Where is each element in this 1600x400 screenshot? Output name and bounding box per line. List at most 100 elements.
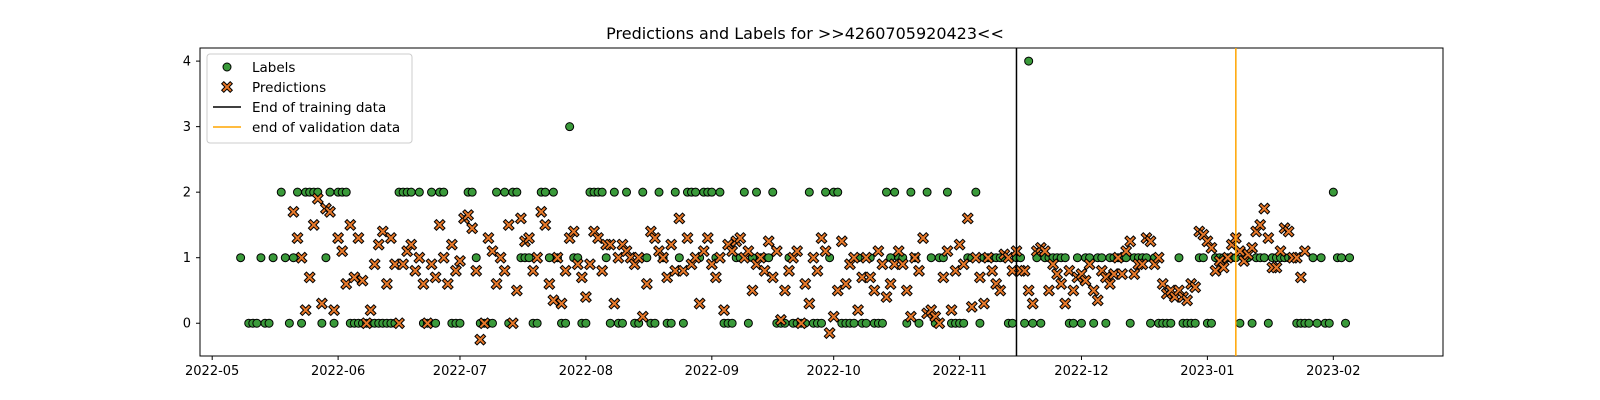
- prediction-marker-fill: [573, 259, 583, 269]
- prediction-point: [336, 245, 349, 258]
- prediction-point: [957, 258, 970, 271]
- prediction-marker-fill: [532, 253, 542, 263]
- prediction-marker-fill: [938, 272, 948, 282]
- label-point: [622, 187, 632, 197]
- prediction-marker-fill: [755, 253, 766, 263]
- prediction-marker-fill: [1113, 253, 1123, 263]
- prediction-marker-fill: [760, 266, 770, 276]
- prediction-marker-fill: [1219, 262, 1229, 273]
- label-point: [914, 318, 924, 328]
- prediction-marker-fill: [861, 253, 871, 263]
- prediction-marker-fill: [508, 318, 518, 328]
- label-point: [512, 187, 522, 197]
- prediction-point: [766, 271, 779, 284]
- prediction-marker-fill: [605, 239, 615, 250]
- prediction-point: [982, 251, 995, 264]
- x-tick-label: 2022-10: [807, 364, 861, 379]
- label-point: [1235, 318, 1245, 328]
- prediction-marker-fill: [406, 239, 416, 250]
- prediction-marker-fill: [942, 246, 953, 256]
- prediction-point: [1116, 268, 1129, 281]
- prediction-marker-fill: [670, 266, 680, 276]
- prediction-marker-fill: [820, 246, 831, 256]
- prediction-point: [575, 271, 588, 284]
- prediction-point: [852, 304, 865, 317]
- prediction-point: [470, 264, 483, 277]
- prediction-marker-fill: [443, 279, 453, 289]
- prediction-marker-fill: [1271, 262, 1282, 273]
- prediction-point: [1209, 264, 1222, 277]
- prediction-point: [1103, 277, 1116, 290]
- prediction-marker-fill: [222, 82, 232, 92]
- x-tick-label: 2022-07: [433, 364, 487, 379]
- prediction-point: [360, 317, 373, 330]
- prediction-point: [1091, 294, 1104, 307]
- prediction-marker-fill: [516, 213, 526, 223]
- prediction-point: [1181, 294, 1194, 307]
- prediction-point: [344, 218, 357, 231]
- prediction-point: [1128, 268, 1141, 281]
- prediction-marker-fill: [711, 272, 721, 282]
- prediction-point: [847, 251, 861, 264]
- prediction-point: [1152, 251, 1165, 264]
- prediction-marker-fill: [812, 266, 823, 276]
- prediction-point: [1124, 235, 1137, 248]
- prediction-marker-fill: [768, 272, 778, 282]
- label-point: [881, 187, 891, 197]
- prediction-point: [1156, 277, 1169, 290]
- label-point: [617, 318, 627, 328]
- label-point: [674, 253, 684, 263]
- prediction-marker-fill: [317, 298, 327, 309]
- label-point: [524, 253, 534, 263]
- label-point: [739, 187, 749, 197]
- prediction-point: [799, 277, 812, 290]
- prediction-point: [1120, 245, 1133, 258]
- prediction-point: [1136, 258, 1149, 271]
- prediction-marker-fill: [552, 253, 563, 263]
- prediction-point: [559, 264, 572, 277]
- prediction-marker-fill: [650, 233, 660, 243]
- label-point: [1036, 318, 1046, 328]
- prediction-point: [689, 251, 702, 264]
- prediction-point: [1144, 235, 1157, 248]
- prediction-marker-fill: [410, 266, 420, 276]
- y-tick-label: 3: [183, 120, 191, 135]
- prediction-point: [908, 251, 921, 264]
- label-point: [752, 187, 762, 197]
- prediction-marker-fill: [309, 220, 319, 230]
- legend-predictions-marker: [220, 80, 234, 94]
- prediction-point: [953, 238, 966, 251]
- prediction-point: [547, 294, 560, 307]
- label-point: [1247, 318, 1257, 328]
- label-point: [431, 318, 441, 328]
- prediction-point: [368, 258, 381, 271]
- prediction-marker-fill: [329, 305, 339, 315]
- prediction-point: [917, 232, 930, 245]
- prediction-marker-fill: [682, 233, 693, 243]
- prediction-point: [648, 232, 661, 245]
- label-point: [764, 253, 774, 263]
- prediction-point: [1217, 261, 1230, 274]
- prediction-marker-fill: [979, 298, 989, 309]
- prediction-marker-fill: [634, 253, 644, 263]
- prediction-point: [880, 290, 893, 304]
- label-point: [455, 318, 465, 328]
- label-point: [804, 187, 814, 197]
- label-point: [288, 253, 298, 263]
- prediction-point: [904, 310, 917, 323]
- prediction-marker-fill: [1129, 269, 1139, 279]
- prediction-point: [933, 317, 946, 330]
- prediction-marker-fill: [386, 233, 396, 243]
- prediction-marker-fill: [524, 233, 534, 243]
- legend-label: end of validation data: [252, 120, 400, 136]
- label-point: [906, 187, 916, 197]
- label-point: [1336, 253, 1346, 263]
- label-point: [817, 318, 826, 328]
- prediction-marker-fill: [959, 259, 969, 269]
- prediction-marker-fill: [1182, 295, 1192, 305]
- prediction-point: [726, 245, 739, 258]
- prediction-marker-fill: [662, 272, 672, 282]
- prediction-point: [1246, 241, 1259, 254]
- prediction-marker-fill: [504, 220, 514, 230]
- prediction-point: [514, 212, 527, 225]
